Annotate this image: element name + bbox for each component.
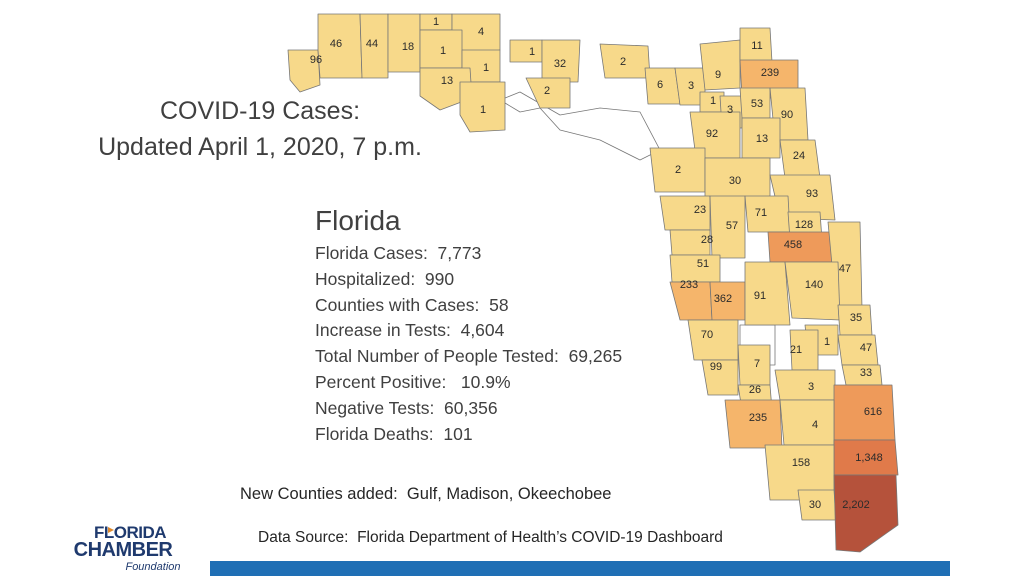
county-value-label: 26 bbox=[749, 384, 761, 396]
florida-chamber-logo: FLORIDA CHAMBER Foundation bbox=[74, 523, 181, 573]
county-0 bbox=[287, 49, 321, 93]
county-value-label: 1 bbox=[529, 46, 535, 58]
stat-percent-positive: Percent Positive: 10.9% bbox=[315, 371, 511, 392]
county-value-label: 7 bbox=[754, 358, 760, 370]
county-47 bbox=[701, 359, 739, 396]
county-2 bbox=[359, 13, 389, 79]
county-value-label: 458 bbox=[784, 239, 802, 251]
county-value-label: 90 bbox=[781, 109, 793, 121]
county-value-label: 57 bbox=[726, 220, 738, 232]
county-53 bbox=[779, 399, 835, 446]
uncolored-region bbox=[499, 91, 661, 161]
county-value-label: 2 bbox=[620, 56, 626, 68]
county-value-label: 71 bbox=[755, 207, 767, 219]
county-value-label: 1 bbox=[710, 95, 716, 107]
stat-deaths: Florida Deaths: 101 bbox=[315, 423, 473, 444]
florida-stats-panel: Florida Florida Cases: 7,773 Hospitalize… bbox=[315, 205, 622, 447]
county-value-label: 11 bbox=[751, 40, 762, 52]
county-value-label: 1,348 bbox=[855, 452, 883, 464]
county-24 bbox=[741, 117, 781, 159]
county-value-label: 44 bbox=[366, 38, 378, 50]
county-value-label: 2,202 bbox=[842, 499, 870, 511]
county-value-label: 158 bbox=[792, 457, 810, 469]
county-52 bbox=[724, 399, 783, 449]
county-value-label: 13 bbox=[441, 75, 453, 87]
county-value-label: 4 bbox=[478, 26, 484, 38]
logo-line-1: FLORIDA bbox=[94, 523, 166, 542]
county-10 bbox=[509, 39, 543, 63]
county-value-label: 96 bbox=[310, 54, 322, 66]
county-value-label: 233 bbox=[680, 279, 698, 291]
county-value-label: 92 bbox=[706, 128, 718, 140]
county-value-label: 30 bbox=[809, 499, 821, 511]
county-value-label: 70 bbox=[701, 329, 713, 341]
county-value-label: 32 bbox=[554, 58, 566, 70]
county-value-label: 28 bbox=[701, 234, 713, 246]
county-value-label: 235 bbox=[749, 412, 767, 424]
title-line-1: COVID-19 Cases: bbox=[159, 97, 361, 125]
county-value-label: 21 bbox=[790, 344, 802, 356]
county-value-label: 35 bbox=[850, 312, 862, 324]
data-source-note: Data Source: Florida Department of Healt… bbox=[258, 529, 723, 546]
county-value-label: 51 bbox=[697, 258, 709, 270]
county-value-label: 91 bbox=[754, 290, 766, 302]
county-value-label: 1 bbox=[824, 336, 830, 348]
county-value-label: 2 bbox=[675, 164, 681, 176]
county-value-label: 53 bbox=[751, 98, 763, 110]
county-value-label: 1 bbox=[433, 16, 439, 28]
stat-counties: Counties with Cases: 58 bbox=[315, 294, 509, 315]
county-value-label: 47 bbox=[860, 342, 872, 354]
stats-heading: Florida bbox=[315, 205, 401, 236]
county-8 bbox=[419, 67, 473, 111]
county-value-label: 239 bbox=[761, 67, 779, 79]
county-value-label: 1 bbox=[483, 62, 489, 74]
stat-cases: Florida Cases: 7,773 bbox=[315, 243, 482, 263]
county-57 bbox=[833, 474, 899, 553]
county-value-label: 23 bbox=[694, 204, 706, 216]
county-value-label: 3 bbox=[688, 80, 694, 92]
county-value-label: 140 bbox=[805, 279, 823, 291]
county-value-label: 46 bbox=[330, 38, 342, 50]
county-value-label: 33 bbox=[860, 367, 872, 379]
county-1 bbox=[317, 13, 363, 79]
county-value-label: 24 bbox=[793, 150, 805, 162]
county-value-label: 362 bbox=[714, 293, 732, 305]
county-value-label: 18 bbox=[402, 41, 414, 53]
county-12 bbox=[525, 77, 571, 109]
county-value-label: 9 bbox=[715, 69, 721, 81]
bottom-bar bbox=[210, 561, 950, 576]
title-line-2: Updated April 1, 2020, 7 p.m. bbox=[98, 133, 422, 161]
logo-line-3: Foundation bbox=[125, 561, 180, 573]
county-value-label: 13 bbox=[756, 133, 768, 145]
county-value-label: 128 bbox=[795, 219, 813, 231]
stat-negative-tests: Negative Tests: 60,356 bbox=[315, 397, 498, 418]
county-value-label: 47 bbox=[839, 263, 851, 275]
county-50 bbox=[774, 369, 836, 401]
county-value-label: 4 bbox=[812, 419, 818, 431]
county-value-label: 99 bbox=[710, 361, 722, 373]
logo-line-2: CHAMBER bbox=[74, 539, 174, 561]
county-value-label: 616 bbox=[864, 406, 882, 418]
county-9 bbox=[459, 81, 506, 133]
stat-total-tested: Total Number of People Tested: 69,265 bbox=[315, 346, 623, 367]
county-value-label: 3 bbox=[727, 104, 733, 116]
county-39 bbox=[744, 261, 791, 326]
county-11 bbox=[541, 39, 581, 83]
county-value-label: 30 bbox=[729, 175, 741, 187]
stat-increase-tests: Increase in Tests: 4,604 bbox=[315, 320, 505, 341]
county-value-label: 1 bbox=[480, 104, 486, 116]
county-value-label: 1 bbox=[440, 45, 446, 57]
stat-hospitalized: Hospitalized: 990 bbox=[315, 268, 455, 289]
county-value-label: 93 bbox=[806, 188, 818, 200]
county-40 bbox=[784, 261, 841, 321]
county-16 bbox=[699, 39, 741, 91]
new-counties-note: New Counties added: Gulf, Madison, Okeec… bbox=[240, 485, 612, 503]
county-value-label: 2 bbox=[544, 85, 550, 97]
county-31 bbox=[744, 195, 791, 233]
county-value-label: 6 bbox=[657, 79, 663, 91]
county-30 bbox=[709, 195, 746, 259]
county-value-label: 3 bbox=[808, 381, 814, 393]
